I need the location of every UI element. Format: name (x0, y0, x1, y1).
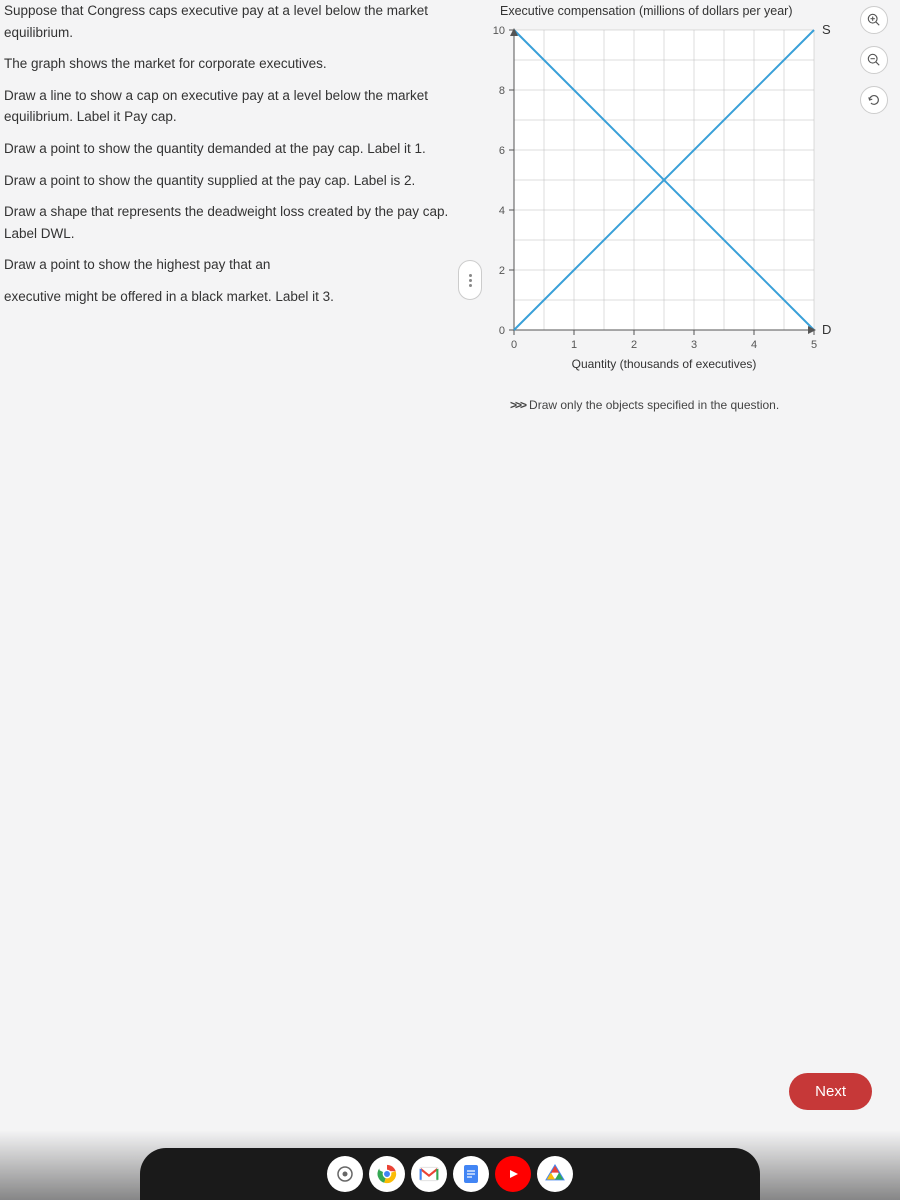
zoom-out-button[interactable] (860, 46, 888, 74)
youtube-app-icon[interactable] (495, 1156, 531, 1192)
svg-text:0: 0 (499, 325, 505, 337)
svg-text:1: 1 (571, 339, 577, 351)
svg-text:2: 2 (631, 339, 637, 351)
chrome-app-icon[interactable] (369, 1156, 405, 1192)
question-panel: Suppose that Congress caps executive pay… (0, 0, 468, 1200)
svg-text:10: 10 (493, 25, 505, 37)
instruction-paragraph: The graph shows the market for corporate… (4, 53, 456, 75)
chromeos-shelf (140, 1148, 760, 1200)
chart-container: Executive compensation (millions of doll… (480, 4, 860, 412)
svg-text:5: 5 (811, 339, 817, 351)
hint-arrows: >>> (510, 398, 525, 412)
next-button[interactable]: Next (789, 1073, 872, 1110)
svg-text:6: 6 (499, 145, 505, 157)
instruction-paragraph: Draw a shape that represents the deadwei… (4, 201, 456, 244)
svg-text:4: 4 (751, 339, 757, 351)
instruction-paragraph: Draw a point to show the quantity suppli… (4, 170, 456, 192)
graph-panel: Executive compensation (millions of doll… (468, 0, 900, 1200)
gmail-app-icon[interactable] (411, 1156, 447, 1192)
svg-text:D: D (822, 322, 831, 337)
svg-text:Quantity (thousands of executi: Quantity (thousands of executives) (572, 357, 757, 371)
instruction-paragraph: Suppose that Congress caps executive pay… (4, 0, 456, 43)
magnify-plus-icon (867, 13, 881, 27)
instruction-paragraph: Draw a line to show a cap on executive p… (4, 85, 456, 128)
svg-text:S: S (822, 24, 831, 37)
svg-text:4: 4 (499, 205, 505, 217)
hint-label: Draw only the objects specified in the q… (529, 398, 779, 412)
chart-toolbar (860, 6, 888, 114)
supply-demand-chart[interactable]: 0 2 4 6 8 10 0 1 2 3 4 5 S D Quantity (thousands of ex… (480, 24, 860, 384)
launcher-icon[interactable] (327, 1156, 363, 1192)
reset-icon (867, 93, 881, 107)
instruction-paragraph: Draw a point to show the quantity demand… (4, 138, 456, 160)
svg-text:0: 0 (511, 339, 517, 351)
svg-text:3: 3 (691, 339, 697, 351)
panel-drag-handle[interactable] (458, 260, 482, 300)
magnify-minus-icon (867, 53, 881, 67)
draw-hint: >>> Draw only the objects specified in th… (480, 398, 860, 412)
files-app-icon[interactable] (537, 1156, 573, 1192)
y-axis-title: Executive compensation (millions of doll… (480, 4, 860, 18)
instruction-paragraph: Draw a point to show the highest pay tha… (4, 254, 456, 276)
instruction-paragraph: executive might be offered in a black ma… (4, 286, 456, 308)
reset-zoom-button[interactable] (860, 86, 888, 114)
zoom-in-button[interactable] (860, 6, 888, 34)
docs-app-icon[interactable] (453, 1156, 489, 1192)
svg-text:2: 2 (499, 265, 505, 277)
svg-text:8: 8 (499, 85, 505, 97)
